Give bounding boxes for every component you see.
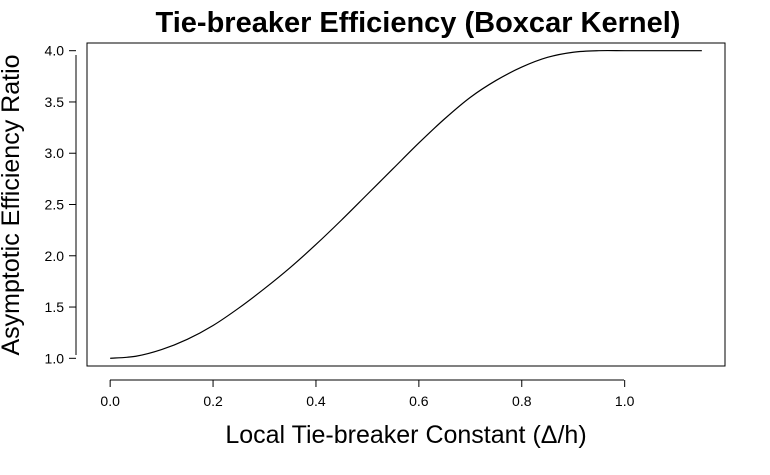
- y-tick-label: 2.0: [45, 248, 65, 264]
- x-tick-label: 0.2: [203, 393, 223, 409]
- x-tick-label: 0.0: [100, 393, 120, 409]
- series-line: [110, 49, 702, 359]
- x-tick-label: 0.6: [409, 393, 429, 409]
- y-tick-label: 1.5: [45, 299, 65, 315]
- x-axis-label: Local Tie-breaker Constant (Δ/h): [225, 421, 586, 449]
- y-ticks: 1.0 1.5 2.0 2.5 3.0 3.5 4.0: [45, 43, 76, 366]
- y-tick-label: 3.5: [45, 94, 65, 110]
- series-layer: [110, 49, 702, 359]
- y-tick-label: 3.0: [45, 145, 65, 161]
- chart-title: Tie-breaker Efficiency (Boxcar Kernel): [156, 7, 681, 39]
- y-axis-label: Asymptotic Efficiency Ratio: [0, 54, 25, 355]
- plot-frame: [86, 42, 726, 367]
- y-tick-label: 2.5: [45, 197, 65, 213]
- x-tick-label: 1.0: [615, 393, 635, 409]
- y-tick-label: 4.0: [45, 43, 65, 59]
- x-tick-label: 0.4: [306, 393, 326, 409]
- x-tick-label: 0.8: [512, 393, 532, 409]
- x-ticks: 0.0 0.2 0.4 0.6 0.8 1.0: [100, 380, 635, 409]
- y-tick-label: 1.0: [45, 350, 65, 366]
